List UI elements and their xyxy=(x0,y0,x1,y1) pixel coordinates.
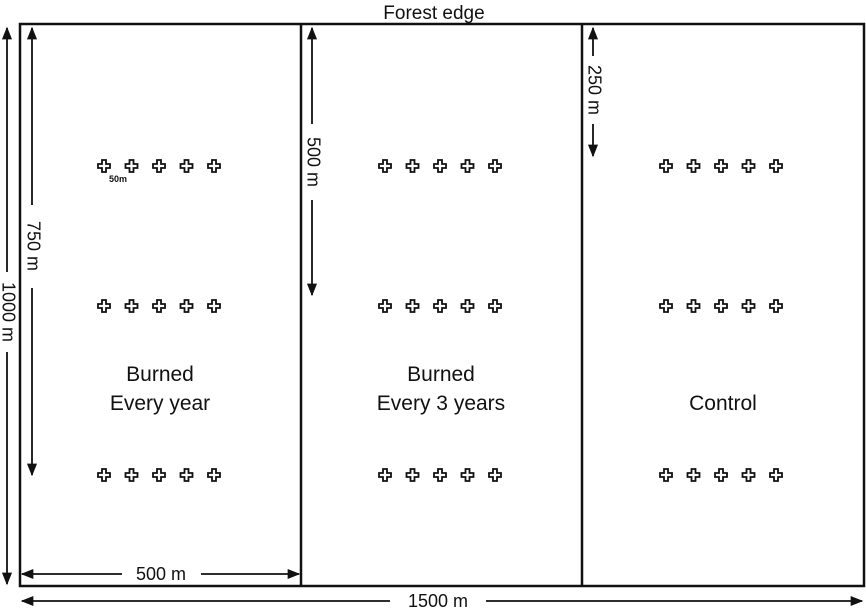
sampling-point-marker xyxy=(152,299,166,313)
depth-750-dimension: 750 m xyxy=(23,26,43,477)
sampling-point-marker xyxy=(488,468,502,482)
depth-500-label: 500 m xyxy=(303,137,323,187)
plot-1-label-line1: Burned xyxy=(126,363,194,386)
total-width-label: 1500 m xyxy=(408,591,468,608)
sampling-point-marker xyxy=(179,159,194,173)
sampling-point-marker xyxy=(686,468,701,482)
sampling-point-marker xyxy=(124,159,139,173)
sampling-point-marker xyxy=(124,468,139,482)
depth-250-dimension: 250 m xyxy=(584,26,604,158)
sampling-point-marker xyxy=(97,159,111,173)
sampling-point-marker xyxy=(488,159,502,173)
sampling-point-marker xyxy=(124,299,139,313)
sampling-point-marker xyxy=(405,299,420,313)
total-height-label: 1000 m xyxy=(0,282,18,342)
sampling-point-marker xyxy=(405,159,420,173)
plot-1-label-line2: Every year xyxy=(110,392,210,415)
sampling-point-marker xyxy=(741,159,756,173)
total-width-dimension: 1500 m xyxy=(20,591,864,608)
sampling-point-marker xyxy=(741,468,756,482)
sampling-point-marker xyxy=(179,468,194,482)
sampling-point-marker xyxy=(378,299,392,313)
sampling-point-marker xyxy=(769,299,783,313)
sampling-point-marker xyxy=(714,468,728,482)
plot-3-label: Control xyxy=(689,392,757,415)
sampling-point-marker xyxy=(460,468,475,482)
sampling-point-marker xyxy=(741,299,756,313)
sampling-point-marker xyxy=(405,468,420,482)
total-height-dimension: 1000 m xyxy=(0,26,18,586)
sampling-point-marker xyxy=(659,299,673,313)
sampling-point-marker xyxy=(433,159,447,173)
sampling-point-marker xyxy=(714,299,728,313)
sampling-point-marker xyxy=(97,299,111,313)
sampling-point-marker xyxy=(659,468,673,482)
sampling-point-marker xyxy=(378,468,392,482)
sampling-points xyxy=(97,159,783,482)
sampling-point-marker xyxy=(179,299,194,313)
sampling-point-marker xyxy=(97,468,111,482)
point-spacing-label: 50m xyxy=(109,174,127,184)
sampling-point-marker xyxy=(659,159,673,173)
plot-2-label-line1: Burned xyxy=(407,363,475,386)
depth-250-label: 250 m xyxy=(584,65,604,115)
study-area-boundary xyxy=(18,22,866,588)
sampling-point-marker xyxy=(152,159,166,173)
plot-2-label-line2: Every 3 years xyxy=(377,392,505,415)
plot-width-label: 500 m xyxy=(136,564,186,584)
sampling-point-marker xyxy=(460,159,475,173)
sampling-point-marker xyxy=(714,159,728,173)
depth-750-label: 750 m xyxy=(23,221,43,271)
forest-edge-label: Forest edge xyxy=(383,3,484,24)
sampling-point-marker xyxy=(378,159,392,173)
sampling-point-marker xyxy=(460,299,475,313)
sampling-point-marker xyxy=(433,468,447,482)
sampling-point-marker xyxy=(686,299,701,313)
sampling-point-marker xyxy=(769,159,783,173)
sampling-point-marker xyxy=(152,468,166,482)
sampling-point-marker xyxy=(433,299,447,313)
sampling-point-marker xyxy=(207,468,221,482)
depth-500-dimension: 500 m xyxy=(303,26,323,297)
plot-width-dimension: 500 m xyxy=(20,564,301,584)
sampling-point-marker xyxy=(686,159,701,173)
sampling-point-marker xyxy=(488,299,502,313)
sampling-point-marker xyxy=(207,299,221,313)
sampling-point-marker xyxy=(769,468,783,482)
sampling-point-marker xyxy=(207,159,221,173)
